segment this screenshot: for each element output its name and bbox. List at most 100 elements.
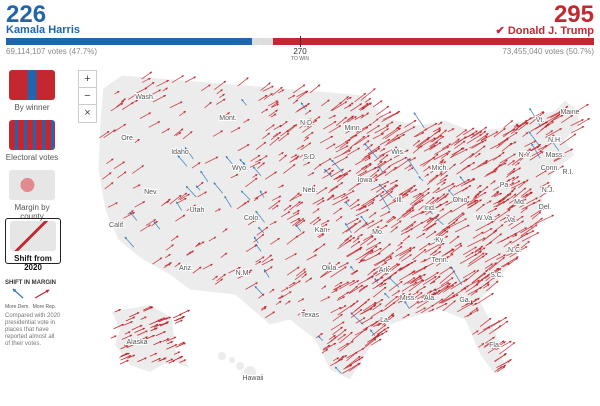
shift-arrow: [487, 219, 496, 226]
shift-arrow: [425, 203, 442, 216]
trump-votes: 73,455,040 votes (50.7%): [502, 47, 594, 56]
shift-arrow: [455, 178, 471, 188]
shift-arrow: [490, 316, 508, 327]
shift-arrow: [384, 292, 390, 299]
shift-arrow: [155, 331, 166, 337]
view-button[interactable]: Margin by county: [5, 168, 59, 221]
shift-arrow: [396, 193, 409, 202]
shift-arrow: [367, 219, 383, 229]
state-label: Pa.: [500, 182, 511, 189]
shift-arrow: [506, 244, 520, 253]
hawaii-island: [229, 357, 235, 363]
state-label: Kan.: [315, 227, 329, 234]
shift-arrow: [212, 130, 224, 137]
shift-arrow: [271, 195, 282, 201]
shift-arrow: [494, 353, 507, 362]
shift-arrow: [323, 120, 337, 130]
shift-arrow: [270, 113, 277, 118]
shift-arrow: [228, 266, 241, 274]
shift-arrow: [171, 75, 184, 83]
shift-arrow: [401, 254, 412, 262]
shift-arrow: [271, 86, 283, 96]
shift-arrow: [306, 254, 317, 261]
shift-arrow: [346, 217, 359, 225]
shift-arrow: [214, 80, 227, 91]
shift-arrow: [346, 147, 361, 156]
shift-arrow: [366, 238, 377, 246]
shift-arrow: [350, 126, 369, 139]
view-button[interactable]: Shift from 2020: [5, 218, 61, 272]
shift-arrow: [404, 164, 412, 170]
shift-arrow: [553, 155, 566, 162]
state-label: Vt.: [536, 117, 545, 124]
shift-arrow: [278, 132, 290, 142]
shift-arrow: [393, 149, 409, 159]
shift-arrow: [424, 289, 441, 302]
shift-arrow: [479, 317, 492, 328]
shift-arrow: [287, 94, 296, 100]
shift-arrow: [380, 128, 389, 135]
shift-arrow: [278, 154, 287, 162]
state-label: Colo.: [244, 215, 260, 222]
shift-arrow: [230, 127, 241, 133]
threshold-mark: [300, 36, 301, 47]
shift-arrow: [511, 176, 519, 182]
shift-arrow: [335, 145, 349, 153]
shift-arrow: [237, 77, 249, 87]
shift-arrow: [123, 211, 135, 219]
zoom-button[interactable]: ×: [78, 104, 97, 123]
shift-arrow: [307, 184, 316, 191]
view-button[interactable]: Electoral votes: [5, 118, 59, 162]
shift-arrow: [335, 216, 343, 222]
shift-arrow: [230, 174, 239, 179]
shift-arrow: [521, 202, 536, 210]
hawaii-island: [236, 362, 244, 370]
shift-arrow: [363, 245, 378, 256]
shift-arrow: [488, 256, 505, 271]
shift-arrow: [520, 188, 532, 197]
shift-arrow: [173, 351, 181, 355]
shift-arrow: [511, 181, 526, 189]
legend: SHIFT IN MARGIN More Dem. More Rep. Compa…: [5, 280, 61, 348]
shift-arrow: [350, 309, 363, 319]
shift-arrow: [139, 224, 151, 232]
shift-arrow: [440, 277, 454, 287]
shift-arrow: [473, 297, 480, 303]
shift-arrow: [319, 269, 333, 278]
shift-arrow: [476, 184, 482, 189]
shift-arrow: [416, 286, 426, 292]
shift-arrow: [387, 263, 399, 271]
shift-arrow: [450, 278, 468, 290]
view-button[interactable]: By winner: [5, 68, 59, 112]
shift-arrow: [491, 190, 499, 198]
shift-arrow: [292, 209, 300, 215]
shift-arrow: [364, 157, 371, 162]
state-label: Ohio: [453, 197, 468, 204]
shift-arrow: [269, 288, 275, 294]
shift-arrow: [134, 138, 140, 144]
shift-arrow: [321, 348, 329, 354]
shift-arrow: [412, 145, 423, 154]
shift-arrow: [486, 200, 492, 204]
shift-arrow: [389, 179, 399, 185]
shift-arrow: [476, 270, 494, 284]
shift-arrow: [245, 244, 258, 252]
shift-arrow: [260, 155, 268, 161]
shift-arrow: [379, 154, 389, 162]
shift-arrow: [271, 204, 279, 210]
shift-arrow: [370, 261, 387, 273]
shift-arrow: [258, 227, 265, 234]
shift-arrow: [350, 270, 357, 275]
shift-arrow: [362, 220, 375, 228]
hawaii-island: [244, 366, 256, 378]
shift-arrow: [513, 123, 519, 128]
shift-arrow: [324, 169, 333, 178]
shift-arrow: [141, 77, 151, 83]
shift-arrow: [500, 162, 507, 167]
shift-arrow: [132, 184, 141, 189]
state-label: Iowa: [358, 177, 373, 184]
shift-arrow: [472, 302, 478, 307]
shift-arrow: [548, 136, 560, 152]
shift-arrow: [312, 248, 318, 253]
